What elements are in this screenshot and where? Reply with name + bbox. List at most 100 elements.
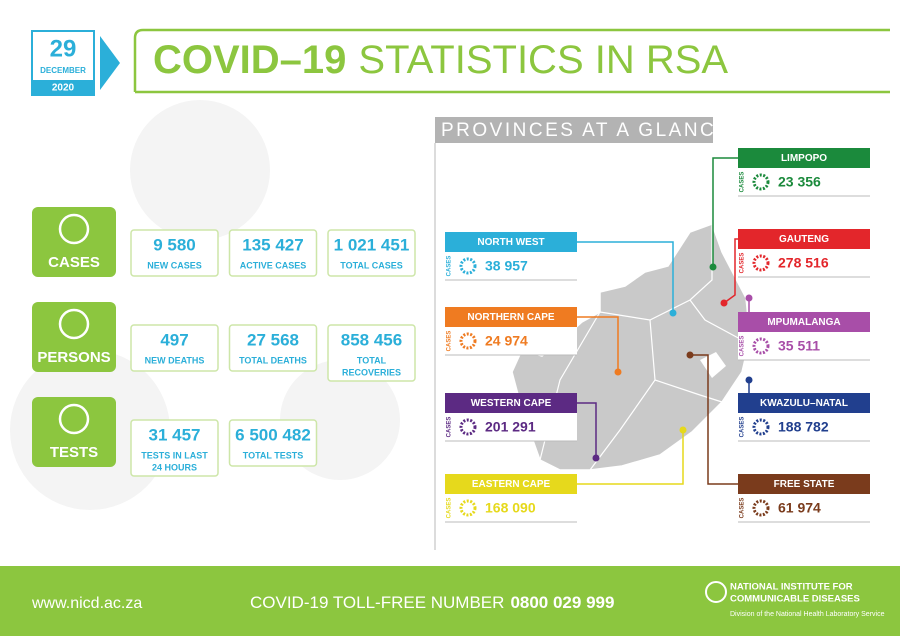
stat-label: TOTAL [357, 355, 387, 365]
connector [577, 402, 597, 458]
section-icon [58, 308, 90, 340]
province-virus-icon [752, 337, 770, 355]
province-name: NORTHERN CAPE [467, 312, 555, 323]
stat-box [228, 229, 318, 277]
connector [712, 157, 738, 267]
province-cases-label: CASES [447, 498, 453, 519]
province-cases-label: CASES [447, 256, 453, 277]
province-cases-label: CASES [740, 498, 746, 519]
province-value: 278 516 [778, 255, 829, 271]
date-year: 2020 [52, 83, 75, 94]
province-name: NORTH WEST [477, 237, 544, 248]
province-value: 38 957 [485, 258, 528, 274]
stat-box [327, 324, 416, 382]
province-virus-icon [752, 499, 770, 517]
connector-dot [720, 299, 728, 307]
province-value: 35 511 [778, 338, 820, 354]
province-header [738, 229, 870, 249]
province-name: KWAZULU–NATAL [760, 398, 848, 409]
province-body [445, 252, 577, 280]
province-value: 24 974 [485, 333, 528, 349]
connector [690, 354, 738, 485]
province-value: 201 291 [485, 419, 536, 435]
province-body [738, 249, 870, 277]
connector-dot [745, 376, 753, 384]
tollfree-number: 0800 029 999 [510, 593, 614, 612]
province-body [445, 494, 577, 522]
section-icon [58, 213, 90, 245]
province-header [738, 148, 870, 168]
section-label: PERSONS [37, 349, 110, 366]
province-value: 23 356 [778, 174, 821, 190]
province-virus-icon [752, 254, 770, 272]
province-body [738, 494, 870, 522]
province-header [738, 393, 870, 413]
title: COVID–19 STATISTICS IN RSA [153, 38, 728, 82]
year-bar [32, 80, 94, 95]
footer-tollfree: COVID-19 TOLL-FREE NUMBER 0800 029 999 [250, 593, 614, 612]
province-header [445, 232, 577, 252]
section-icon [58, 403, 90, 435]
stat-value: 9 580 [153, 235, 196, 254]
stat-value: 135 427 [242, 235, 303, 254]
title-bold: COVID–19 [153, 38, 346, 82]
stat-value: 1 021 451 [334, 235, 410, 254]
lesotho [700, 352, 726, 378]
stat-value: 27 568 [247, 330, 299, 349]
stat-value: 31 457 [149, 425, 201, 444]
province-name: EASTERN CAPE [472, 479, 551, 490]
province-name: FREE STATE [774, 479, 835, 490]
connector-dot [614, 368, 622, 376]
province-body [738, 332, 870, 360]
connector [577, 241, 674, 313]
stat-value: 497 [160, 330, 188, 349]
connector-dot [592, 454, 600, 462]
province-header [445, 307, 577, 327]
province-virus-icon [459, 418, 477, 436]
connector [577, 430, 684, 485]
province-value: 188 782 [778, 419, 829, 435]
section-label: TESTS [50, 444, 98, 461]
stat-box [130, 324, 219, 372]
province-cases-label: CASES [447, 331, 453, 352]
provinces-heading-bar [435, 117, 713, 143]
nicd-logo [705, 581, 727, 603]
stat-box [130, 419, 219, 477]
province-value: 168 090 [485, 500, 536, 516]
provinces-title: PROVINCES AT A GLANCE [441, 120, 731, 141]
province-virus-icon [752, 418, 770, 436]
connector-dot [709, 263, 717, 271]
connector [723, 238, 738, 304]
tollfree-label: COVID-19 TOLL-FREE NUMBER [250, 593, 504, 612]
province-body [738, 413, 870, 441]
province-cases-label: CASES [740, 172, 746, 193]
title-rest: STATISTICS IN RSA [358, 38, 728, 82]
org-sub: Division of the National Health Laborato… [730, 611, 885, 618]
stat-box [327, 229, 416, 277]
stat-label: ACTIVE CASES [240, 260, 307, 270]
connector-dot [679, 426, 687, 434]
province-virus-icon [459, 332, 477, 350]
stat-value: 6 500 482 [235, 425, 311, 444]
province-virus-icon [459, 257, 477, 275]
stat-value: 858 456 [341, 330, 402, 349]
province-body [738, 168, 870, 196]
footer-url: www.nicd.ac.za [31, 595, 142, 612]
stat-label: NEW CASES [147, 260, 202, 270]
connector-dot [745, 294, 753, 302]
stat-box [130, 229, 219, 277]
org-line1: NATIONAL INSTITUTE FOR [730, 582, 853, 593]
content: CASES 9 580 NEW CASES 135 427 ACTIVE CASES 1 … [32, 148, 870, 523]
province-header [445, 474, 577, 494]
stat-label: RECOVERIES [342, 367, 401, 377]
date-day: 29 [50, 35, 77, 62]
footer-band [0, 566, 900, 636]
connector-dot [669, 309, 677, 317]
province-body [445, 327, 577, 355]
section-label: CASES [48, 254, 100, 271]
stat-label: TOTAL DEATHS [239, 355, 307, 365]
province-name: MPUMALANGA [767, 317, 840, 328]
connector-dot [686, 351, 694, 359]
